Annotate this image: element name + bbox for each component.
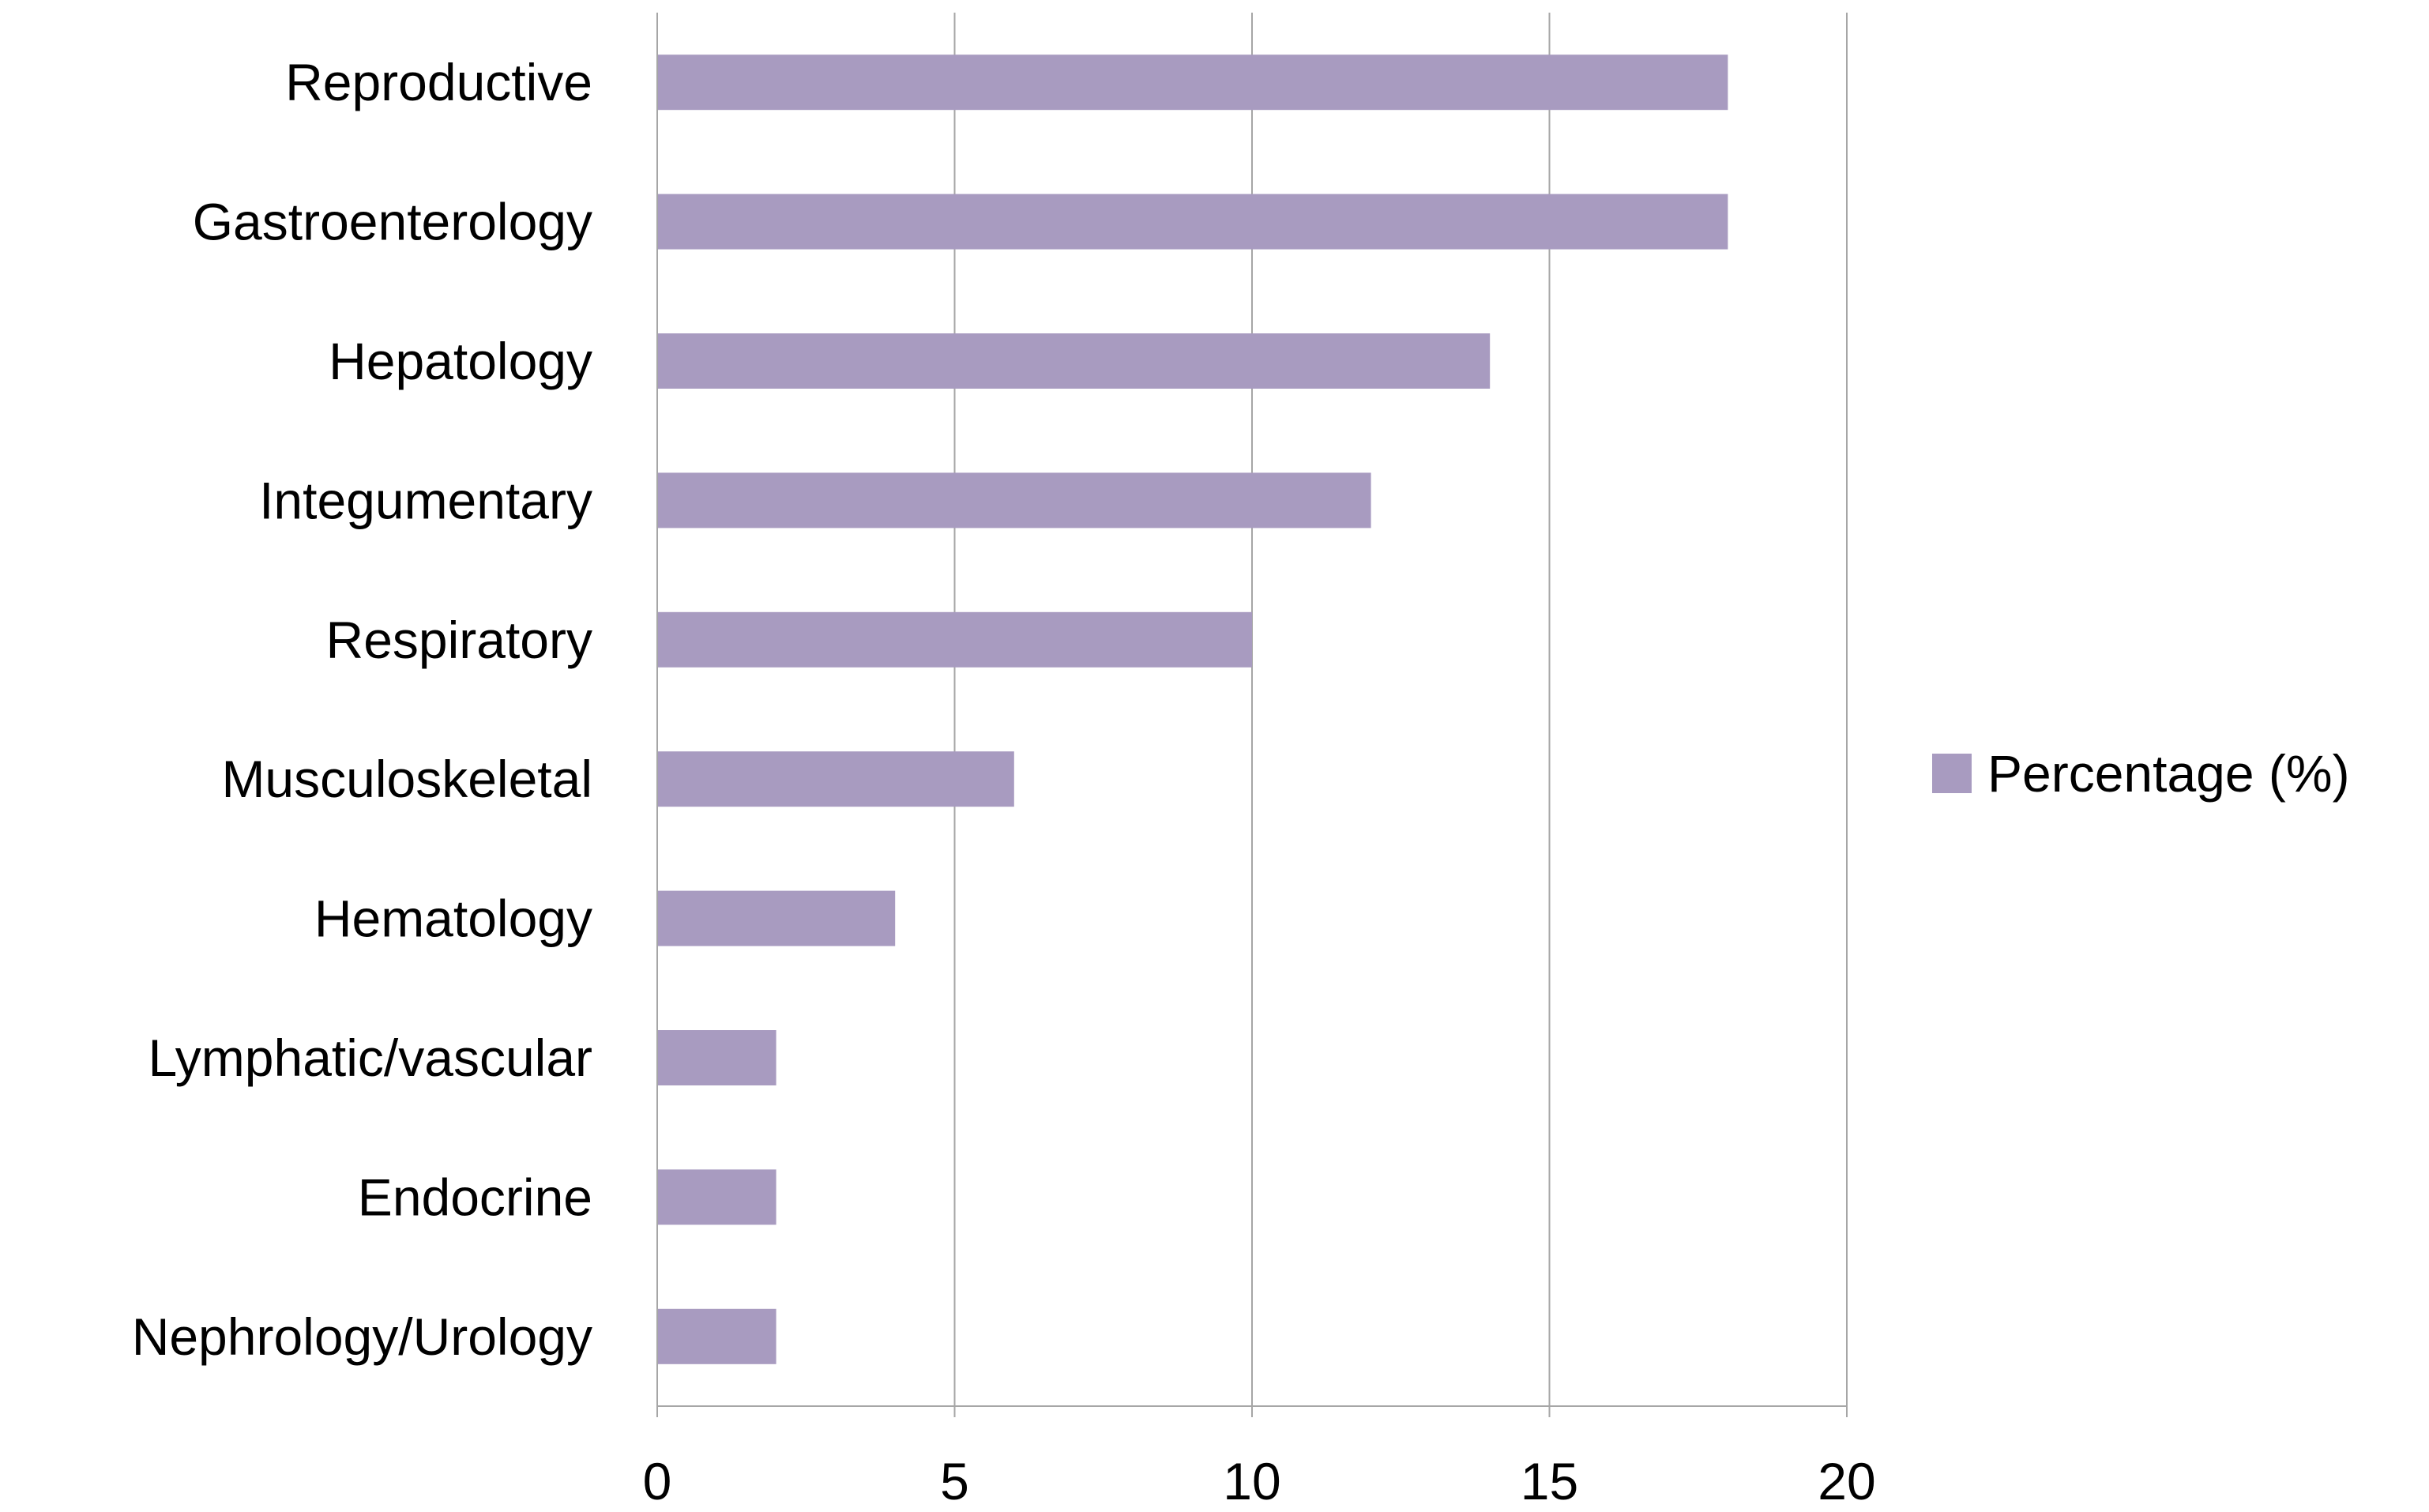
bar-hematology bbox=[657, 890, 896, 946]
legend: Percentage (%) bbox=[1932, 744, 2350, 803]
bar-gastroenterology bbox=[657, 194, 1728, 250]
bar-lymphatic-vascular bbox=[657, 1030, 776, 1085]
bar-musculoskeletal bbox=[657, 751, 1014, 807]
bars bbox=[657, 55, 1728, 1364]
x-tick-labels: 0 5 10 15 20 bbox=[643, 1452, 1876, 1510]
category-label: Respiratory bbox=[326, 611, 592, 669]
x-tick-label: 0 bbox=[643, 1452, 672, 1510]
axes bbox=[656, 13, 1848, 1417]
category-label: Hepatology bbox=[329, 332, 592, 390]
category-label: Reproductive bbox=[285, 53, 592, 111]
category-label: Hematology bbox=[314, 890, 592, 948]
category-label: Nephrology/Urology bbox=[132, 1307, 592, 1366]
category-label: Lymphatic/vascular bbox=[149, 1029, 592, 1087]
category-label: Integumentary bbox=[259, 471, 592, 529]
x-tick-label: 20 bbox=[1818, 1452, 1875, 1510]
bar-hepatology bbox=[657, 333, 1491, 389]
x-tick-label: 10 bbox=[1223, 1452, 1280, 1510]
x-tick-label: 15 bbox=[1521, 1452, 1578, 1510]
category-label: Endocrine bbox=[358, 1168, 592, 1226]
bar-integumentary bbox=[657, 472, 1371, 528]
category-label: Musculoskeletal bbox=[221, 750, 592, 808]
bar-nephrology-urology bbox=[657, 1308, 776, 1364]
bar-endocrine bbox=[657, 1169, 776, 1225]
bar-respiratory bbox=[657, 611, 1252, 668]
x-tick-label: 5 bbox=[940, 1452, 969, 1510]
legend-swatch bbox=[1932, 754, 1972, 793]
category-label: Gastroenterology bbox=[193, 193, 592, 251]
bar-reproductive bbox=[657, 55, 1728, 111]
category-labels: Reproductive Gastroenterology Hepatology In… bbox=[132, 53, 592, 1366]
legend-label: Percentage (%) bbox=[1987, 744, 2350, 803]
